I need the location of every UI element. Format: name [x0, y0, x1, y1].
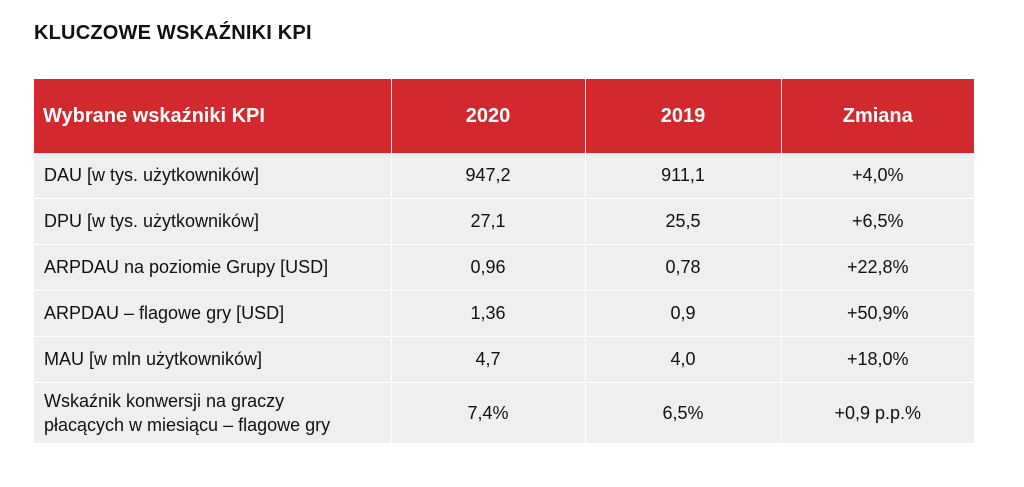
row-label: ARPDAU na poziomie Grupy [USD] [34, 244, 392, 291]
header-cell-2019: 2019 [585, 79, 782, 153]
value-2020: 4,7 [391, 336, 586, 383]
kpi-table: Wybrane wskaźniki KPI 2020 2019 Zmiana D… [34, 79, 974, 443]
table-body: DAU [w tys. użytkowników] 947,2 911,1 +4… [34, 153, 974, 443]
header-cell-change: Zmiana [781, 79, 974, 153]
row-label: DPU [w tys. użytkowników] [34, 198, 392, 245]
value-2020: 27,1 [391, 198, 586, 245]
header-row: Wybrane wskaźniki KPI 2020 2019 Zmiana [34, 79, 974, 153]
value-2019: 0,9 [585, 290, 782, 337]
value-2019: 25,5 [585, 198, 782, 245]
value-2020: 1,36 [391, 290, 586, 337]
header-cell-2020: 2020 [391, 79, 586, 153]
table-row: ARPDAU na poziomie Grupy [USD] 0,96 0,78… [34, 244, 974, 291]
value-2019: 911,1 [585, 153, 782, 199]
table-row: Wskaźnik konwersji na graczy płacących w… [34, 382, 974, 443]
row-label-line: płacących w miesiącu – flagowe gry [44, 415, 331, 435]
table-row: DAU [w tys. użytkowników] 947,2 911,1 +4… [34, 153, 974, 199]
table-row: ARPDAU – flagowe gry [USD] 1,36 0,9 +50,… [34, 290, 974, 337]
header-cell-indicator: Wybrane wskaźniki KPI [34, 79, 392, 153]
value-change: +22,8% [781, 244, 974, 291]
table-row: DPU [w tys. użytkowników] 27,1 25,5 +6,5… [34, 198, 974, 245]
row-label: ARPDAU – flagowe gry [USD] [34, 290, 392, 337]
value-2020: 0,96 [391, 244, 586, 291]
page-title: KLUCZOWE WSKAŹNIKI KPI [34, 22, 312, 44]
row-label: Wskaźnik konwersji na graczy płacących w… [34, 382, 392, 443]
value-2019: 6,5% [585, 382, 782, 443]
value-change: +6,5% [781, 198, 974, 245]
table-row: MAU [w mln użytkowników] 4,7 4,0 +18,0% [34, 336, 974, 383]
value-change: +50,9% [781, 290, 974, 337]
value-2020: 7,4% [391, 382, 586, 443]
row-label-line: Wskaźnik konwersji na graczy [44, 391, 285, 411]
value-2019: 4,0 [585, 336, 782, 383]
table-header: Wybrane wskaźniki KPI 2020 2019 Zmiana [34, 79, 974, 153]
value-change: +18,0% [781, 336, 974, 383]
value-change: +0,9 p.p.% [781, 382, 974, 443]
row-label: MAU [w mln użytkowników] [34, 336, 392, 383]
value-2020: 947,2 [391, 153, 586, 199]
row-label: DAU [w tys. użytkowników] [34, 153, 392, 199]
value-change: +4,0% [781, 153, 974, 199]
value-2019: 0,78 [585, 244, 782, 291]
